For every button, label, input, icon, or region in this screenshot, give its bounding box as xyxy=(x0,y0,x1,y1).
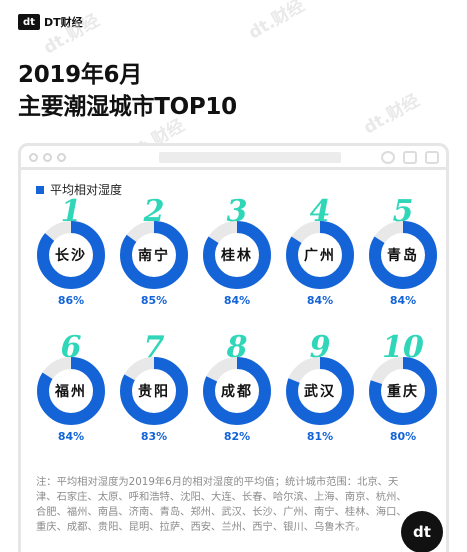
city-name: 武汉 xyxy=(304,384,336,400)
humidity-value: 81% xyxy=(306,430,334,443)
humidity-value: 86% xyxy=(57,294,85,307)
window-dot-icon xyxy=(29,153,38,162)
donut-value-arc xyxy=(37,357,105,425)
chart-window-frame xyxy=(18,143,449,552)
city-name: 桂林 xyxy=(221,248,253,264)
humidity-value: 84% xyxy=(389,294,417,307)
donut-chart xyxy=(203,221,271,289)
donut-svg xyxy=(286,357,354,425)
city-donut-10: 10 重庆 80% xyxy=(363,333,443,453)
humidity-value: 84% xyxy=(57,430,85,443)
city-donut-8: 8 成都 82% xyxy=(197,333,277,453)
humidity-value: 83% xyxy=(140,430,168,443)
window-mail-icon xyxy=(425,151,439,164)
rank-number: 1 xyxy=(60,194,82,229)
city-name: 南宁 xyxy=(138,248,170,264)
rank-number: 6 xyxy=(60,330,82,365)
donut-value-arc xyxy=(369,357,437,425)
city-donut-7: 7 贵阳 83% xyxy=(114,333,194,453)
watermark: dt.财经 xyxy=(245,0,308,44)
brand-name: DT财经 xyxy=(44,16,83,29)
donut-value-arc xyxy=(37,221,105,289)
city-name: 重庆 xyxy=(387,384,419,400)
donut-value-arc xyxy=(120,221,188,289)
donut-chart xyxy=(369,357,437,425)
city-name: 青岛 xyxy=(387,248,419,264)
city-donut-9: 9 武汉 81% xyxy=(280,333,360,453)
window-dot-icon xyxy=(57,153,66,162)
donut-svg xyxy=(369,221,437,289)
donut-svg xyxy=(120,357,188,425)
humidity-value: 82% xyxy=(223,430,251,443)
donut-svg xyxy=(120,221,188,289)
donut-chart xyxy=(120,221,188,289)
humidity-value: 84% xyxy=(306,294,334,307)
donut-value-arc xyxy=(203,221,271,289)
city-donut-3: 3 桂林 84% xyxy=(197,197,277,317)
city-donut-5: 5 青岛 84% xyxy=(363,197,443,317)
humidity-value: 80% xyxy=(389,430,417,443)
rank-number: 9 xyxy=(309,330,331,365)
brand-mark: dt xyxy=(18,14,40,30)
page-title: 2019年6月 xyxy=(18,62,142,88)
legend-label: 平均相对湿度 xyxy=(50,183,123,197)
humidity-value: 84% xyxy=(223,294,251,307)
donut-svg xyxy=(37,221,105,289)
donut-value-arc xyxy=(286,221,354,289)
city-name: 贵阳 xyxy=(138,384,170,400)
donut-chart xyxy=(286,221,354,289)
rank-number: 5 xyxy=(392,194,414,229)
donut-svg xyxy=(369,357,437,425)
window-circle-icon xyxy=(381,151,395,164)
city-name: 成都 xyxy=(221,384,253,400)
city-name: 长沙 xyxy=(55,248,87,264)
window-title-bar xyxy=(21,146,446,170)
page-subtitle: 主要潮湿城市TOP10 xyxy=(18,94,237,120)
rank-number: 3 xyxy=(226,194,248,229)
donut-value-arc xyxy=(369,221,437,289)
humidity-value: 85% xyxy=(140,294,168,307)
donut-chart xyxy=(369,221,437,289)
donut-chart xyxy=(286,357,354,425)
rank-number: 8 xyxy=(226,330,248,365)
city-donut-2: 2 南宁 85% xyxy=(114,197,194,317)
legend-swatch xyxy=(36,185,44,194)
donut-svg xyxy=(286,221,354,289)
city-donut-4: 4 广州 84% xyxy=(280,197,360,317)
donut-chart xyxy=(37,357,105,425)
rank-number: 7 xyxy=(143,330,165,365)
window-share-icon xyxy=(403,151,417,164)
window-dot-icon xyxy=(43,153,52,162)
donut-value-arc xyxy=(286,357,354,425)
donut-chart xyxy=(37,221,105,289)
donut-value-arc xyxy=(203,357,271,425)
city-name: 广州 xyxy=(304,248,336,264)
city-donut-1: 1 长沙 86% xyxy=(31,197,111,317)
donut-chart xyxy=(120,357,188,425)
donut-svg xyxy=(203,357,271,425)
chart-legend: 平均相对湿度 xyxy=(36,181,122,198)
city-donut-6: 6 福州 84% xyxy=(31,333,111,453)
watermark: dt.财经 xyxy=(360,90,423,139)
donut-value-arc xyxy=(120,357,188,425)
rank-number: 4 xyxy=(309,194,331,229)
donut-svg xyxy=(203,221,271,289)
footnote: 注：平均相对湿度为2019年6月的相对湿度的平均值；统计城市范围：北京、天津、石… xyxy=(36,476,407,533)
rank-number: 2 xyxy=(143,194,165,229)
address-bar xyxy=(159,152,341,163)
corner-brand-logo: dt xyxy=(401,511,443,552)
donut-svg xyxy=(37,357,105,425)
donut-chart xyxy=(203,357,271,425)
city-name: 福州 xyxy=(55,384,87,400)
brand-logo: dt DT财经 xyxy=(18,14,83,30)
